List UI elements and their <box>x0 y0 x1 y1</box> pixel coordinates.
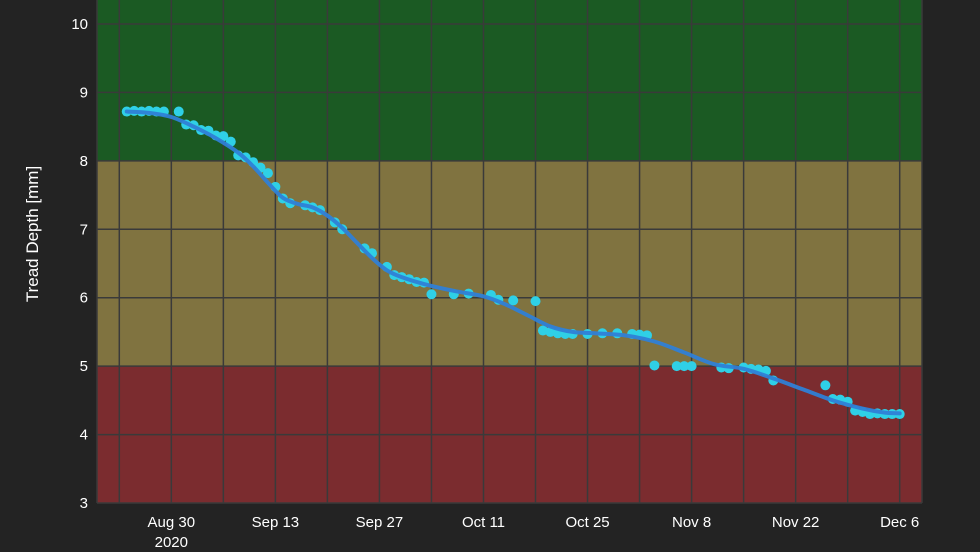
band-1 <box>97 160 922 367</box>
data-point <box>537 325 548 336</box>
data-point <box>173 106 184 117</box>
y-tick-label-9: 9 <box>80 84 88 101</box>
y-tick-label-6: 6 <box>80 290 88 307</box>
x-axis-ticks: Aug 30 2020 Sep 13 Sep 27 Oct 11 Oct 25 Nov 8 N… <box>148 514 920 551</box>
y-axis-label: Tread Depth [mm] <box>23 166 42 302</box>
x-tick-label-2020-11-22: Nov 22 <box>772 514 820 531</box>
trend-line <box>124 109 902 416</box>
band-0 <box>97 0 922 161</box>
data-point <box>679 361 690 372</box>
x-tick-label-2020-10-11: Oct 11 <box>462 514 505 531</box>
data-point <box>820 380 831 391</box>
grid-lines <box>96 0 923 504</box>
x-tick-label-2020-08-30: Aug 30 <box>148 514 196 531</box>
y-tick-label-7: 7 <box>80 221 88 238</box>
data-point <box>218 131 229 142</box>
data-point <box>671 361 682 372</box>
trend-line-group <box>124 109 902 416</box>
y-tick-label-8: 8 <box>80 153 88 170</box>
data-point <box>530 296 541 307</box>
data-point <box>649 360 660 371</box>
data-point <box>686 361 697 372</box>
y-tick-label-10: 10 <box>71 16 88 33</box>
y-tick-label-4: 4 <box>80 427 88 444</box>
data-point <box>508 295 519 306</box>
data-point <box>426 289 437 300</box>
x-tick-label-2020-11-08: Nov 8 <box>672 514 711 531</box>
threshold-bands <box>97 0 922 503</box>
y-axis-ticks: 3 4 5 6 7 8 9 10 <box>71 16 88 512</box>
y-tick-label-5: 5 <box>80 358 88 375</box>
y-tick-label-3: 3 <box>80 495 88 512</box>
data-point <box>262 168 273 179</box>
x-tick-label-2020-10-25: Oct 25 <box>565 514 609 531</box>
x-tick-label-2020-09-13: Sep 13 <box>252 514 300 531</box>
x-tick-label-2020-12-06: Dec 6 <box>880 514 919 531</box>
x-tick-label-2020-09-27: Sep 27 <box>356 514 404 531</box>
x-tick-sublabel-2020-08-30: 2020 <box>155 534 188 551</box>
